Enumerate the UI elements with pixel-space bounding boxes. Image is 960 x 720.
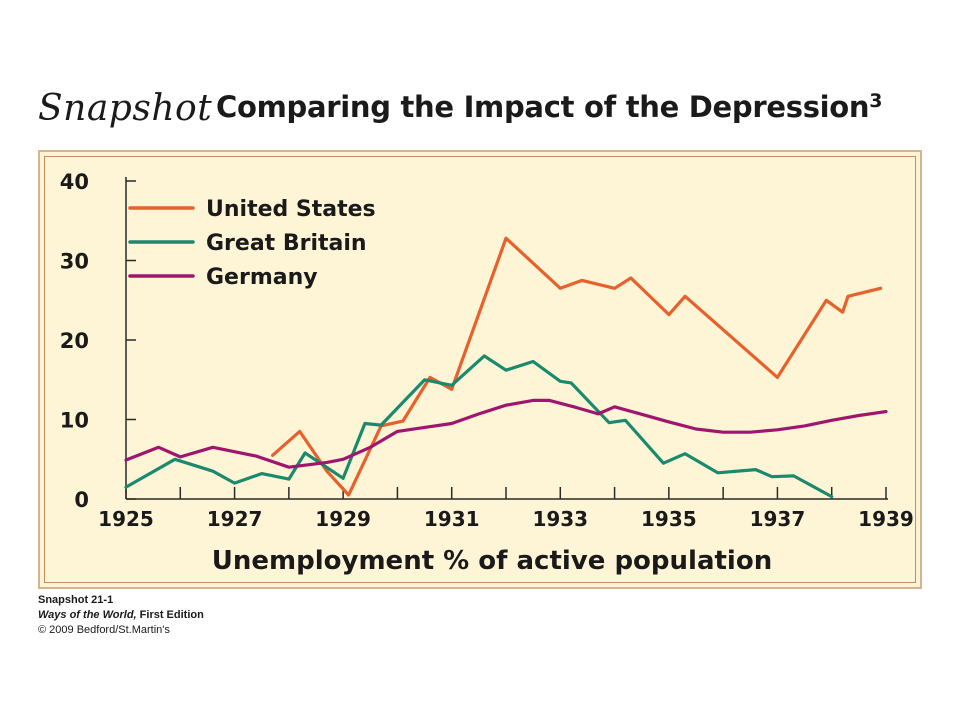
x-tick-label: 1933 (532, 507, 588, 531)
credit-snapshot-number: Snapshot 21-1 (38, 594, 114, 606)
series-line-united-states (271, 236, 883, 497)
credit-book-title: Ways of the World, (38, 609, 137, 621)
unemployment-line-chart: 0 10 20 30 40 1925 1927 1929 1931 1933 1935 1937 193… (60, 170, 914, 576)
series-line-germany (124, 398, 888, 469)
credit-edition: First Edition (136, 609, 204, 621)
credit-block: Snapshot 21-1 Ways of the World, First E… (38, 593, 204, 638)
title-footnote-marker: 3 (869, 90, 883, 112)
x-tick-label: 1925 (98, 507, 154, 531)
y-tick-label: 10 (60, 409, 89, 433)
legend-label: United States (206, 197, 376, 222)
chart-frame: 0 10 20 30 40 1925 1927 1929 1931 1933 1935 1937 193… (38, 150, 922, 589)
y-tick-label: 30 (60, 250, 89, 274)
x-tick-label: 1929 (315, 507, 371, 531)
header: Snapshot Comparing the Impact of the Dep… (38, 84, 928, 136)
x-tick-label: 1937 (750, 507, 806, 531)
x-tick-label: 1927 (207, 507, 263, 531)
x-tick-label: 1939 (858, 507, 914, 531)
chart-title: Comparing the Impact of the Depression3 (216, 90, 882, 124)
snapshot-label: Snapshot (38, 88, 213, 129)
legend-label: Germany (206, 265, 318, 290)
x-tick-label: 1931 (424, 507, 480, 531)
chart-title-text: Comparing the Impact of the Depression (216, 90, 870, 124)
x-tick-label: 1935 (641, 507, 697, 531)
y-tick-label: 20 (60, 329, 89, 353)
x-axis-label: Unemployment % of active population (212, 546, 772, 576)
credit-book-line: Ways of the World, First Edition (38, 608, 204, 623)
chart-inner-border (44, 156, 916, 583)
series-line-great-britain (124, 354, 834, 499)
y-tick-label: 40 (60, 170, 89, 194)
y-tick-label: 0 (74, 488, 89, 512)
credit-copyright: © 2009 Bedford/St.Martin's (38, 624, 170, 636)
legend-label: Great Britain (206, 231, 367, 256)
